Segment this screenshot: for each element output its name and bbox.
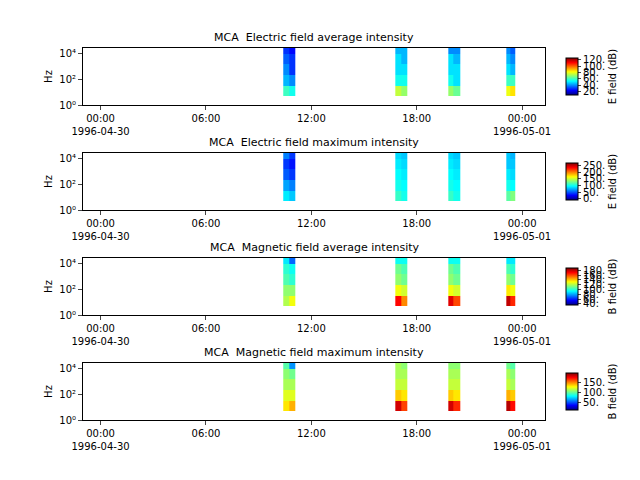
svg-text:10⁴: 10⁴ <box>59 153 76 164</box>
svg-text:00:001996-04-30: 00:001996-04-30 <box>72 218 130 242</box>
svg-text:100.: 100. <box>583 61 605 72</box>
svg-text:06:00: 06:00 <box>192 323 221 334</box>
svg-text:120.: 120. <box>583 54 605 65</box>
svg-text:06:00: 06:00 <box>192 428 221 439</box>
svg-text:Hz: Hz <box>43 175 54 188</box>
svg-text:180.: 180. <box>583 265 605 276</box>
svg-text:10⁰: 10⁰ <box>59 310 76 321</box>
svg-text:06:00: 06:00 <box>192 218 221 229</box>
svg-text:50.: 50. <box>583 397 599 408</box>
svg-text:10⁰: 10⁰ <box>59 415 76 426</box>
svg-text:10⁴: 10⁴ <box>59 258 76 269</box>
svg-text:10⁴: 10⁴ <box>59 363 76 374</box>
svg-text:10²: 10² <box>59 179 76 190</box>
svg-text:100.: 100. <box>583 284 605 295</box>
svg-text:80.: 80. <box>583 289 599 300</box>
svg-text:100.: 100. <box>583 387 605 398</box>
svg-text:18:00: 18:00 <box>402 218 431 229</box>
svg-text:06:00: 06:00 <box>192 113 221 124</box>
svg-text:MCA Electric field average in: MCA Electric field average intensity <box>214 31 414 44</box>
svg-text:12:00: 12:00 <box>297 218 326 229</box>
svg-text:10²: 10² <box>59 284 76 295</box>
svg-text:Hz: Hz <box>43 385 54 398</box>
svg-text:18:00: 18:00 <box>402 323 431 334</box>
svg-text:250.: 250. <box>583 160 605 171</box>
svg-text:00:001996-05-01: 00:001996-05-01 <box>493 323 551 347</box>
svg-text:E field (dB): E field (dB) <box>607 49 618 104</box>
svg-text:12:00: 12:00 <box>297 113 326 124</box>
svg-text:MCA Magnetic field average in: MCA Magnetic field average intensity <box>210 241 419 254</box>
svg-text:00:001996-04-30: 00:001996-04-30 <box>72 428 130 452</box>
svg-text:40.: 40. <box>583 298 599 309</box>
svg-text:140.: 140. <box>583 274 605 285</box>
svg-text:MCA Electric field maximum in: MCA Electric field maximum intensity <box>209 136 419 149</box>
svg-text:00:001996-04-30: 00:001996-04-30 <box>72 113 130 137</box>
svg-text:12:00: 12:00 <box>297 323 326 334</box>
svg-text:18:00: 18:00 <box>402 428 431 439</box>
svg-text:00:001996-05-01: 00:001996-05-01 <box>493 218 551 242</box>
svg-text:200.: 200. <box>583 167 605 178</box>
svg-text:20.: 20. <box>583 86 599 97</box>
svg-text:60.: 60. <box>583 73 599 84</box>
svg-text:100.: 100. <box>583 180 605 191</box>
svg-text:40.: 40. <box>583 80 599 91</box>
svg-text:00:001996-04-30: 00:001996-04-30 <box>72 323 130 347</box>
svg-text:E field (dB): E field (dB) <box>607 154 618 209</box>
svg-text:150.: 150. <box>583 173 605 184</box>
svg-text:0.: 0. <box>583 193 593 204</box>
svg-text:10⁴: 10⁴ <box>59 48 76 59</box>
svg-text:Hz: Hz <box>43 280 54 293</box>
svg-text:10⁰: 10⁰ <box>59 100 76 111</box>
svg-text:10²: 10² <box>59 389 76 400</box>
svg-text:B field (dB): B field (dB) <box>607 364 618 420</box>
svg-text:18:00: 18:00 <box>402 113 431 124</box>
svg-text:120.: 120. <box>583 279 605 290</box>
svg-text:160.: 160. <box>583 270 605 281</box>
svg-text:00:001996-05-01: 00:001996-05-01 <box>493 113 551 137</box>
svg-text:60.: 60. <box>583 294 599 305</box>
svg-text:MCA Magnetic field maximum in: MCA Magnetic field maximum intensity <box>204 346 424 359</box>
svg-text:80.: 80. <box>583 67 599 78</box>
svg-text:Hz: Hz <box>43 70 54 83</box>
svg-text:B field (dB): B field (dB) <box>607 259 618 315</box>
svg-text:50.: 50. <box>583 187 599 198</box>
svg-text:10²: 10² <box>59 74 76 85</box>
svg-text:12:00: 12:00 <box>297 428 326 439</box>
svg-text:10⁰: 10⁰ <box>59 205 76 216</box>
svg-text:00:001996-05-01: 00:001996-05-01 <box>493 428 551 452</box>
svg-text:150.: 150. <box>583 377 605 388</box>
